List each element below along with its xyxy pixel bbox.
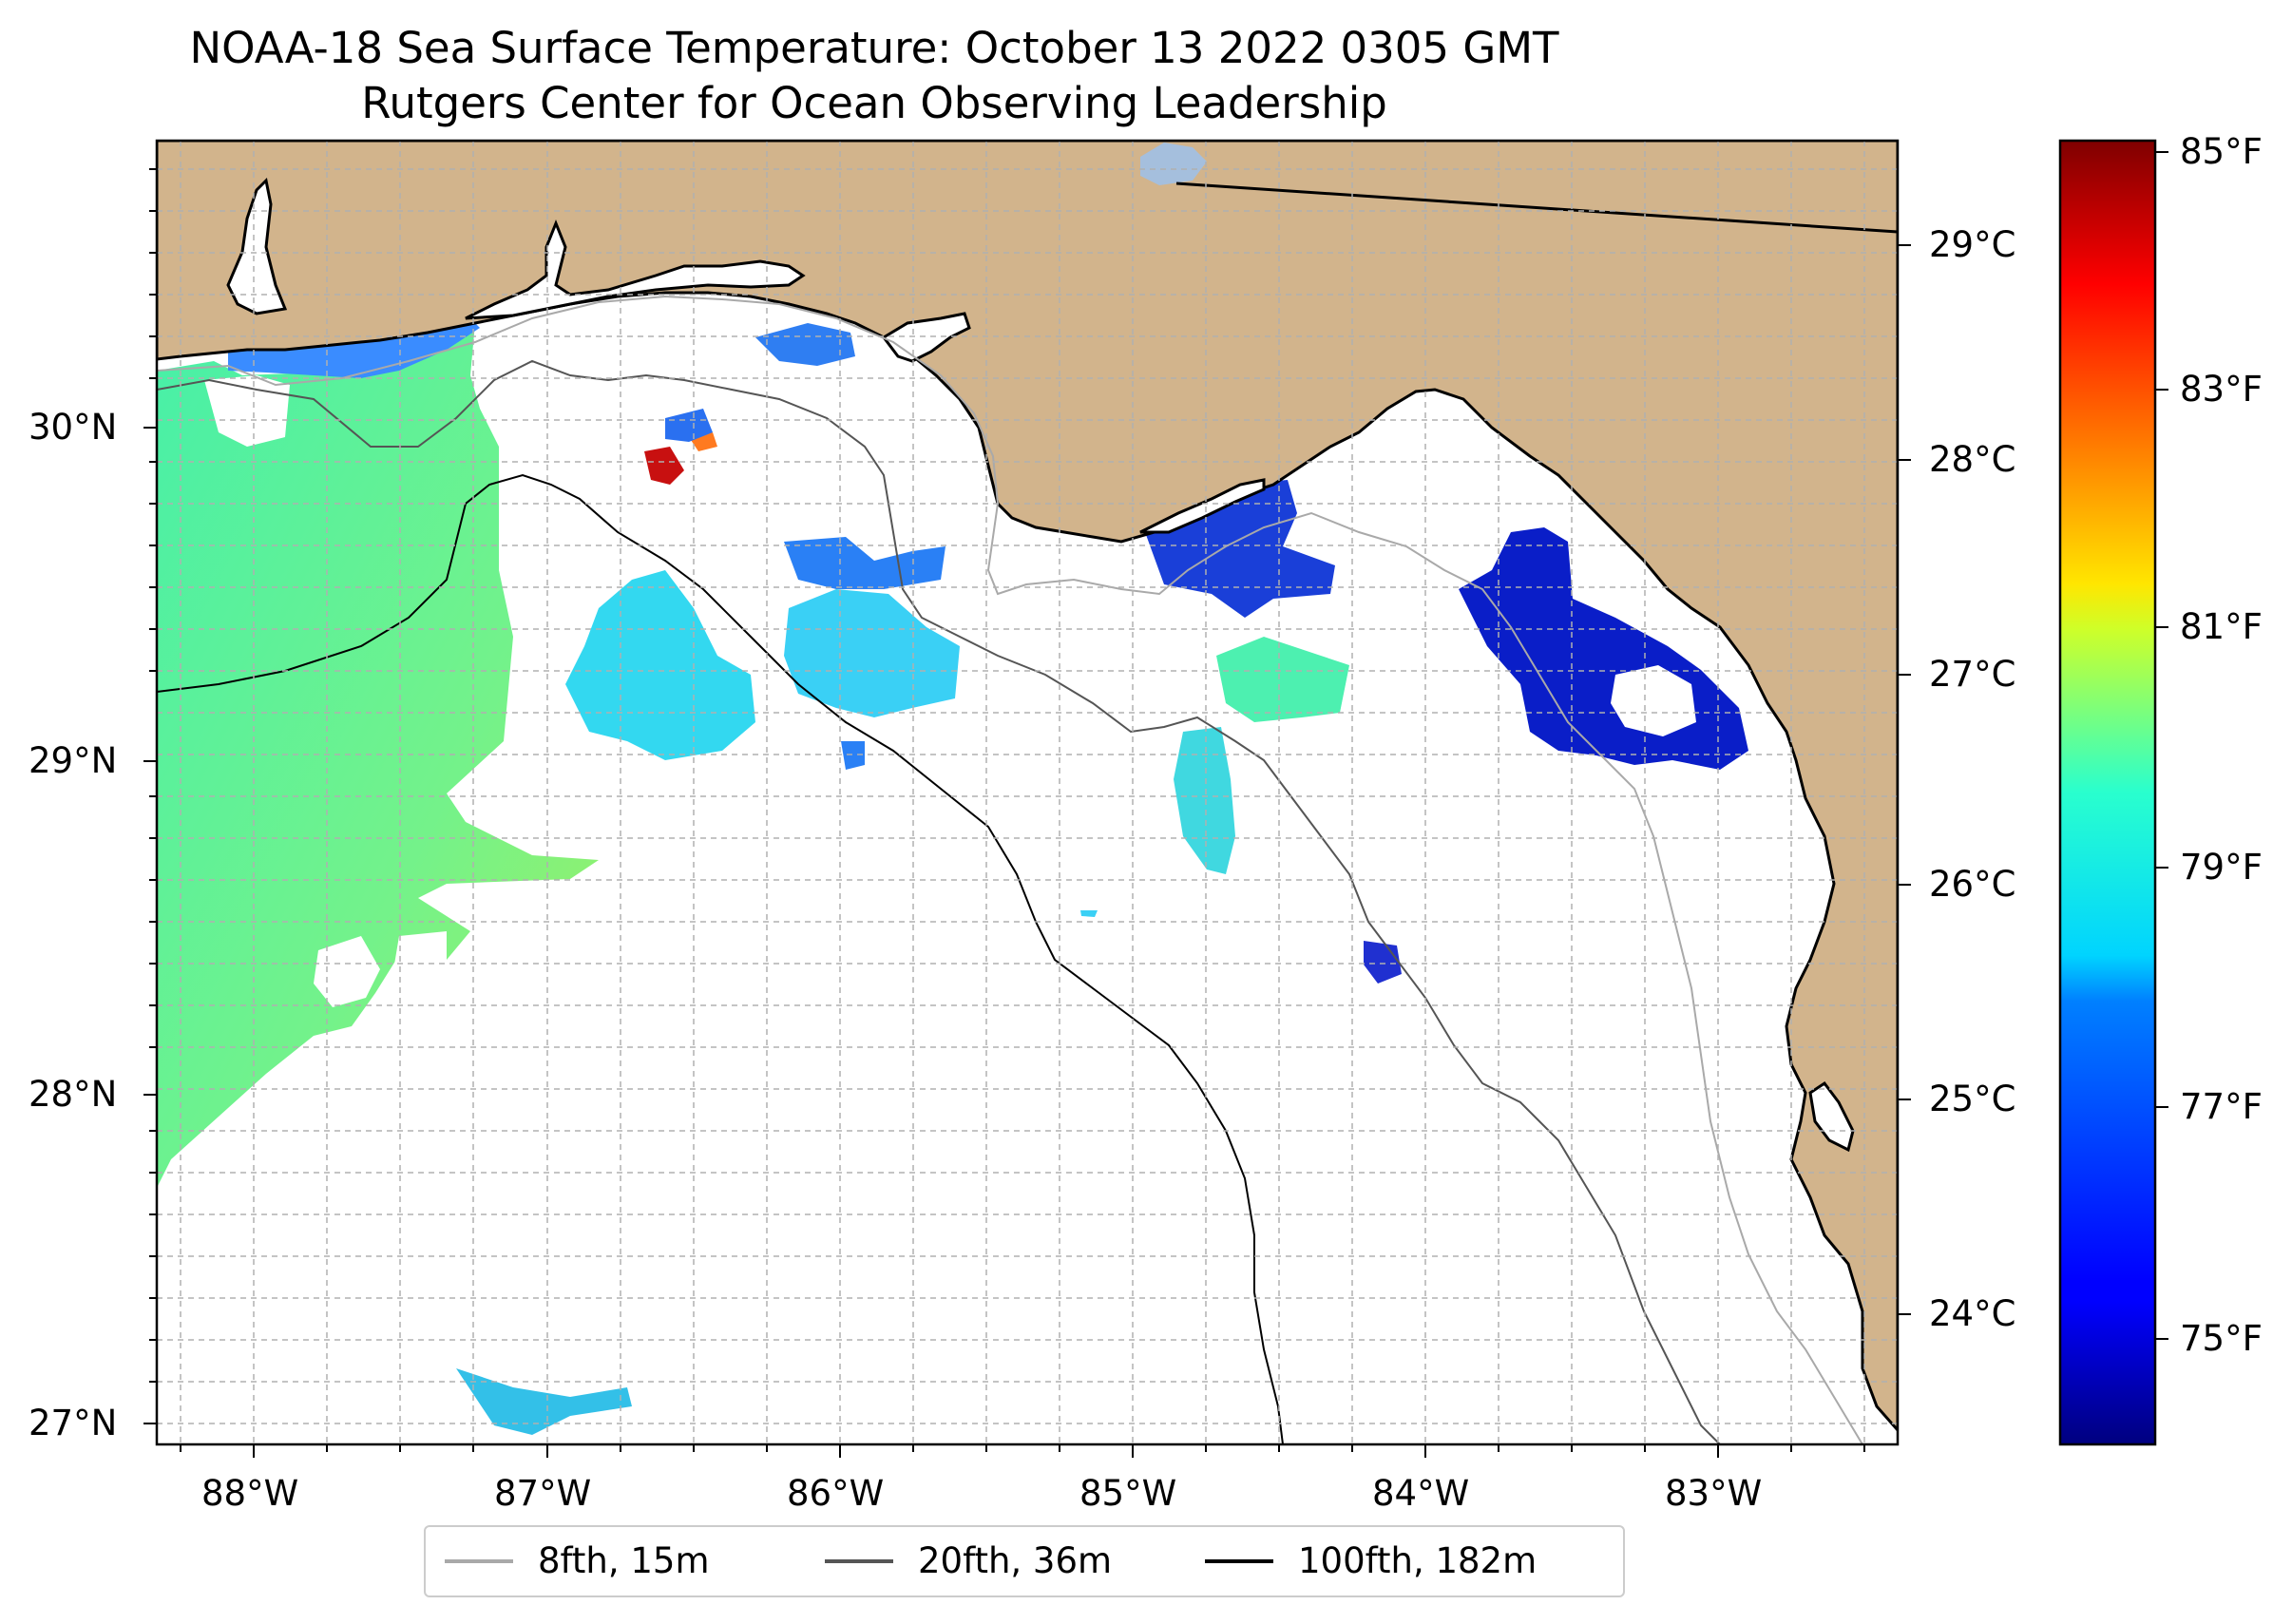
celsius-tick-label: 24°C — [1929, 1293, 2016, 1334]
land-inlet-4 — [1139, 478, 1266, 534]
sst-data-layer — [157, 233, 1748, 1435]
fahrenheit-tick-label: 77°F — [2180, 1086, 2263, 1127]
lat-tick-label: 30°N — [29, 407, 118, 448]
lon-tick-label: 83°W — [1665, 1473, 1763, 1514]
legend-swatch-100fth — [1205, 1559, 1273, 1563]
legend-label-8fth: 8fth, 15m — [538, 1540, 710, 1581]
sst-patch-small-1 — [841, 741, 865, 770]
lat-tick-label: 28°N — [29, 1074, 118, 1115]
lat-tick-label: 29°N — [29, 740, 118, 781]
chart-title: NOAA-18 Sea Surface Temperature: October… — [189, 23, 1559, 73]
sst-patch-north-central — [665, 409, 713, 442]
chart-subtitle: Rutgers Center for Ocean Observing Leade… — [361, 78, 1387, 128]
sst-patch-east-hole — [1611, 665, 1696, 736]
sst-patch-small-2 — [1080, 910, 1098, 917]
lake — [1140, 143, 1207, 185]
fahrenheit-tick-label: 85°F — [2180, 131, 2263, 172]
sst-patch-west-hole-2 — [314, 936, 380, 1007]
lon-tick-label: 85°W — [1079, 1473, 1177, 1514]
celsius-tick-label: 26°C — [1929, 864, 2016, 905]
fahrenheit-tick-label: 79°F — [2180, 847, 2263, 888]
legend: 8fth, 15m 20fth, 36m 100fth, 182m — [424, 1525, 1625, 1597]
celsius-tick-label: 29°C — [1929, 224, 2016, 265]
sst-patch-warm — [644, 447, 684, 485]
isobath-8fth — [157, 295, 1863, 1444]
legend-item-100fth: 100fth, 182m — [1205, 1527, 1537, 1595]
sst-patch-central-2 — [784, 589, 960, 717]
colorbar-ticks — [2155, 151, 2168, 1340]
sst-patch-west-shelf — [157, 323, 599, 1188]
map-ticks — [143, 168, 1865, 1458]
map-area — [157, 141, 1898, 1444]
land-inlet-3 — [881, 312, 971, 363]
sst-patch-south — [456, 1368, 632, 1435]
celsius-tick-label: 27°C — [1929, 654, 2016, 695]
legend-swatch-20fth — [825, 1559, 893, 1563]
sst-patch-column — [1174, 727, 1235, 874]
state-boundary — [1175, 182, 1898, 234]
lon-tick-label: 86°W — [787, 1473, 885, 1514]
gridlines — [157, 141, 1898, 1444]
land-inlet-2 — [465, 219, 806, 320]
legend-item-20fth: 20fth, 36m — [825, 1527, 1112, 1595]
map-frame — [155, 139, 1900, 1446]
legend-item-8fth: 8fth, 15m — [445, 1527, 710, 1595]
sst-patch-tampa — [1364, 941, 1402, 984]
isobath-20fth — [157, 359, 1721, 1444]
legend-label-100fth: 100fth, 182m — [1298, 1540, 1538, 1581]
fahrenheit-tick-label: 81°F — [2180, 606, 2263, 647]
sst-patch-apalachicola-south — [1216, 637, 1349, 722]
colorbar — [2058, 139, 2157, 1446]
sst-patch-central-3 — [784, 537, 945, 589]
celsius-axis-ticks — [1898, 244, 1911, 1315]
legend-swatch-8fth — [445, 1559, 513, 1563]
fahrenheit-tick-label: 75°F — [2180, 1318, 2263, 1359]
lat-tick-label: 27°N — [29, 1403, 118, 1443]
sst-patch-central-1 — [565, 570, 755, 760]
lon-tick-label: 84°W — [1372, 1473, 1470, 1514]
celsius-tick-label: 28°C — [1929, 439, 2016, 480]
lon-tick-label: 87°W — [494, 1473, 592, 1514]
lon-tick-label: 88°W — [201, 1473, 299, 1514]
sst-patch-north-bay — [755, 323, 855, 366]
sst-patch-west-hole — [204, 375, 290, 447]
land-tampa-bay — [1808, 1080, 1855, 1153]
fahrenheit-tick-label: 83°F — [2180, 369, 2263, 410]
legend-label-20fth: 20fth, 36m — [918, 1540, 1113, 1581]
isobath-layer — [157, 295, 1863, 1444]
isobath-100fth — [157, 473, 1284, 1444]
celsius-tick-label: 25°C — [1929, 1079, 2016, 1119]
